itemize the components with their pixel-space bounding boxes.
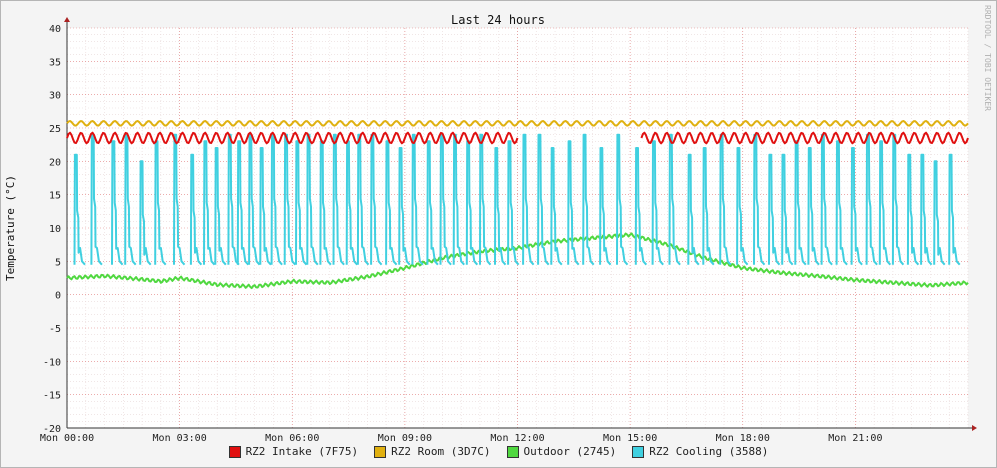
x-tick-label: Mon 03:00 xyxy=(153,433,207,444)
cooling-cycle xyxy=(687,153,700,266)
cooling-cycle xyxy=(651,140,664,266)
cooling-cycle xyxy=(634,147,648,266)
cooling-cycle xyxy=(668,133,681,266)
cooling-cycle xyxy=(906,153,920,266)
legend-label-outdoor: Outdoor (2745) xyxy=(523,445,617,458)
cooling-cycle xyxy=(90,133,103,266)
cooling-cycle xyxy=(189,153,203,266)
cooling-cycle xyxy=(702,147,715,266)
cooling-cycle xyxy=(173,133,186,266)
room-line xyxy=(66,120,969,127)
cooling-cycle xyxy=(332,133,345,266)
cooling-cycle xyxy=(781,153,794,266)
y-tick-label: 30 xyxy=(49,91,61,102)
cooling-cycle xyxy=(356,133,370,266)
y-tick-label: 25 xyxy=(49,124,61,135)
x-tick-label: Mon 12:00 xyxy=(490,433,544,444)
legend-item-room: RZ2 Room (3D7C) xyxy=(374,445,491,458)
x-axis-arrow xyxy=(972,425,977,431)
cooling-cycle xyxy=(385,140,398,266)
cooling-cycle xyxy=(582,133,595,266)
y-tick-label: 40 xyxy=(49,24,61,35)
cooling-cycle xyxy=(494,147,507,266)
y-tick-label: 20 xyxy=(49,157,61,168)
cooling-cycle xyxy=(768,153,781,266)
y-tick-label: 35 xyxy=(49,57,61,68)
cooling-cycle xyxy=(203,140,216,266)
y-tick-label: 5 xyxy=(55,257,61,268)
cooling-cycle xyxy=(850,147,863,266)
series-lines xyxy=(66,120,969,290)
cooling-cycle xyxy=(248,133,261,266)
cooling-cycle xyxy=(111,140,124,266)
y-tick-label: -5 xyxy=(49,324,61,335)
rrdtool-watermark: RRDTOOL / TOBI OETIKER xyxy=(983,5,992,111)
legend-item-cooling: RZ2 Cooling (3588) xyxy=(632,445,768,458)
intake-line xyxy=(640,131,969,145)
cooling-cycle xyxy=(550,147,563,266)
cooling-cycle xyxy=(439,133,452,266)
legend-label-room: RZ2 Room (3D7C) xyxy=(391,445,491,458)
x-tick-label: Mon 06:00 xyxy=(265,433,319,444)
y-tick-label: -15 xyxy=(43,391,61,402)
cooling-cycle xyxy=(616,133,629,266)
cooling-cycle xyxy=(214,147,227,266)
legend-item-intake: RZ2 Intake (7F75) xyxy=(228,445,359,458)
cooling-cycle xyxy=(426,140,439,266)
cooling-cycle xyxy=(139,160,152,266)
cooling-cycle xyxy=(479,133,492,266)
x-tick-label: Mon 18:00 xyxy=(716,433,770,444)
cooling-cycle xyxy=(295,140,308,266)
y-tick-label: 10 xyxy=(49,224,61,235)
legend-swatch-outdoor xyxy=(506,445,519,458)
x-tick-label: Mon 09:00 xyxy=(378,433,432,444)
cooling-cycle xyxy=(507,140,520,266)
legend-item-outdoor: Outdoor (2745) xyxy=(506,445,617,458)
y-tick-label: -20 xyxy=(43,424,61,435)
cooling-cycle xyxy=(398,147,411,266)
outdoor-line xyxy=(66,232,969,290)
cooling-cycle xyxy=(599,147,612,266)
y-tick-label: 15 xyxy=(49,191,61,202)
legend-swatch-cooling xyxy=(632,445,645,458)
cooling-cycle xyxy=(878,140,892,266)
cooling-cycle xyxy=(259,147,272,266)
chart-title: Last 24 hours xyxy=(451,13,545,27)
cooling-cycle xyxy=(270,133,283,266)
x-tick-label: Mon 21:00 xyxy=(828,433,882,444)
grid xyxy=(66,27,969,429)
y-axis-label: Temperature (°C) xyxy=(4,175,17,281)
legend-swatch-room xyxy=(374,445,387,458)
y-tick-label: -10 xyxy=(43,357,61,368)
cooling-cycle xyxy=(736,147,749,266)
cooling-cycle xyxy=(73,153,86,266)
legend-label-intake: RZ2 Intake (7F75) xyxy=(245,445,359,458)
x-tick-label: Mon 00:00 xyxy=(40,433,94,444)
y-axis-arrow xyxy=(64,17,70,22)
intake-line xyxy=(66,131,519,145)
cooling-cycle xyxy=(411,133,424,266)
legend: RZ2 Intake (7F75) RZ2 Room (3D7C) Outdoo… xyxy=(0,445,997,458)
legend-label-cooling: RZ2 Cooling (3588) xyxy=(649,445,769,458)
cooling-cycle xyxy=(537,133,550,266)
cooling-cycle xyxy=(236,140,250,266)
cooling-cycle xyxy=(794,140,807,266)
cooling-cycle xyxy=(522,133,535,266)
cooling-cycle xyxy=(933,160,946,266)
cooling-cycle xyxy=(920,153,933,266)
legend-swatch-intake xyxy=(228,445,241,458)
cooling-cycle xyxy=(835,140,848,266)
x-tick-label: Mon 15:00 xyxy=(603,433,657,444)
cooling-cycle xyxy=(124,133,137,266)
y-tick-label: 0 xyxy=(55,291,61,302)
cooling-cycle xyxy=(948,153,961,266)
cooling-cycle xyxy=(807,147,820,266)
cooling-cycle xyxy=(567,140,580,266)
